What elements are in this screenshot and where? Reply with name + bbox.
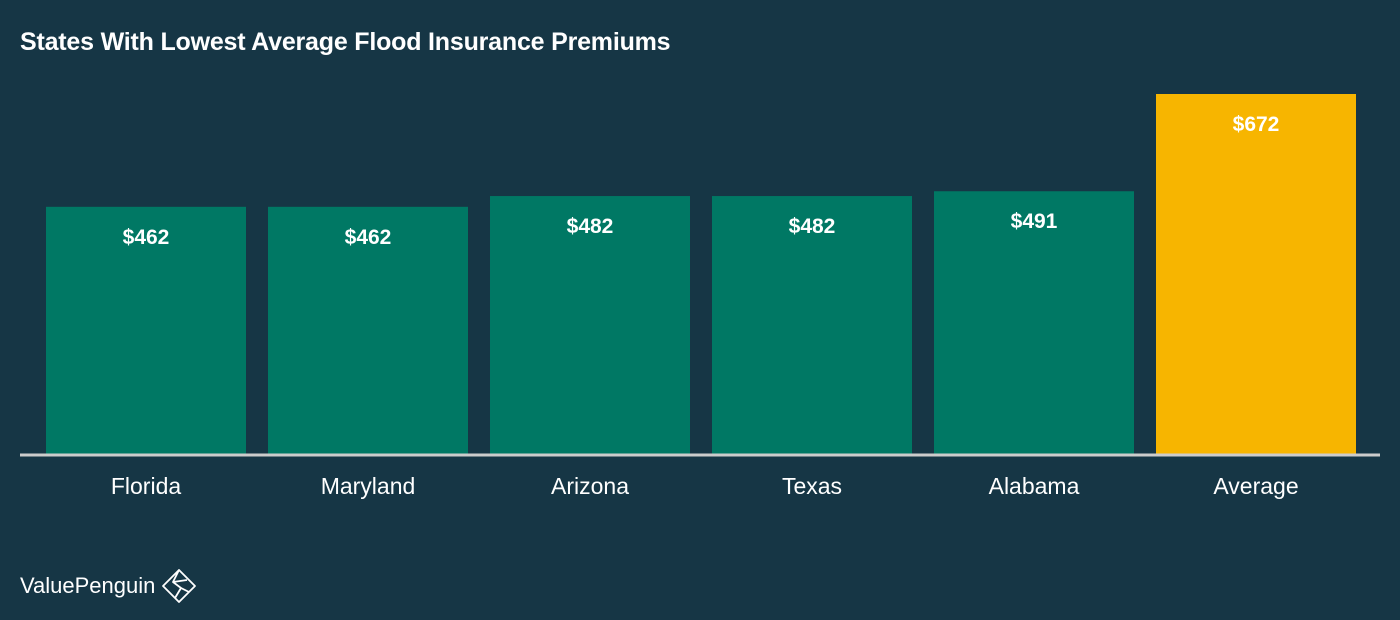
- bar-average: [1156, 94, 1356, 455]
- category-label-arizona: Arizona: [551, 473, 629, 499]
- bar-maryland: [268, 206, 468, 455]
- chart-title: States With Lowest Average Flood Insuran…: [20, 28, 671, 56]
- penguin-diamond-icon: [162, 569, 197, 603]
- value-label-maryland: $462: [345, 226, 392, 249]
- value-label-average: $672: [1233, 113, 1280, 136]
- category-label-alabama: Alabama: [989, 473, 1080, 499]
- bar-alabama: [934, 191, 1134, 455]
- value-label-alabama: $491: [1011, 210, 1058, 233]
- category-label-maryland: Maryland: [321, 473, 416, 499]
- category-label-texas: Texas: [782, 473, 842, 499]
- bar-arizona: [490, 196, 690, 455]
- category-label-florida: Florida: [111, 473, 182, 499]
- value-label-arizona: $482: [567, 215, 614, 238]
- value-labels-group: $462 $462 $482 $482 $491 $672: [123, 113, 1280, 249]
- value-label-florida: $462: [123, 226, 170, 249]
- bars-group: [46, 94, 1356, 455]
- value-label-texas: $482: [789, 215, 836, 238]
- bar-florida: [46, 206, 246, 455]
- category-label-average: Average: [1213, 473, 1298, 499]
- bar-texas: [712, 196, 912, 455]
- brand-name: ValuePenguin: [20, 573, 156, 598]
- category-labels-group: Florida Maryland Arizona Texas Alabama Averag…: [111, 473, 1299, 499]
- brand: ValuePenguin: [20, 568, 197, 604]
